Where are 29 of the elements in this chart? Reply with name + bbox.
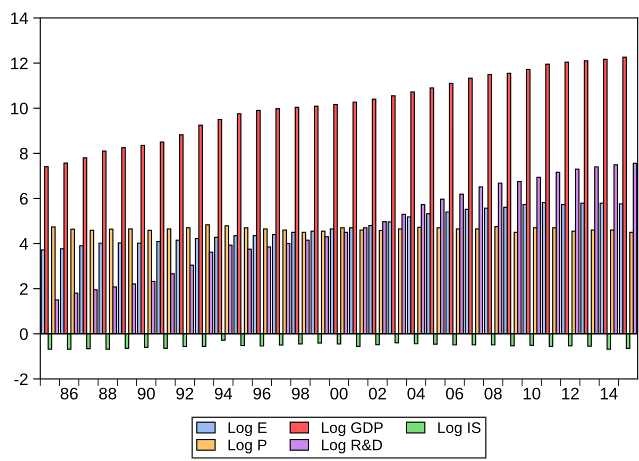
legend-label: Log IS (438, 422, 481, 436)
y-tick-label: 6 (20, 192, 28, 205)
y-tick-label: 14 (11, 12, 28, 24)
y-tick-label: 10 (11, 102, 28, 114)
x-tick-label: 96 (253, 388, 270, 400)
y-tick-label: 8 (20, 148, 28, 160)
x-tick-label: 92 (176, 388, 194, 400)
y-tick-label: 4 (20, 238, 28, 250)
y-tick-label: 0 (20, 328, 28, 340)
legend-label: Log E (228, 422, 267, 436)
y-tick-label: 12 (11, 58, 28, 70)
legend-label: Log P (228, 440, 266, 454)
x-tick-label: 06 (446, 388, 464, 400)
y-tick-label: -2 (14, 373, 28, 385)
x-tick-label: 86 (60, 388, 78, 400)
x-tick-label: 12 (562, 388, 579, 400)
x-tick-label: 88 (99, 388, 116, 400)
x-tick-label: 94 (214, 388, 232, 400)
x-tick-label: 90 (138, 388, 155, 400)
x-tick-label: 98 (292, 388, 309, 400)
legend-label: Log R&D (322, 440, 382, 454)
x-tick-label: 04 (407, 388, 425, 400)
x-tick-label: 14 (600, 388, 618, 400)
x-tick-label: 08 (484, 388, 502, 400)
x-tick-label: 10 (524, 388, 540, 400)
x-tick-label: 02 (368, 388, 386, 400)
legend-label: Log GDP (322, 422, 383, 436)
y-tick-label: 2 (20, 283, 28, 295)
x-tick-label: 00 (330, 388, 348, 400)
